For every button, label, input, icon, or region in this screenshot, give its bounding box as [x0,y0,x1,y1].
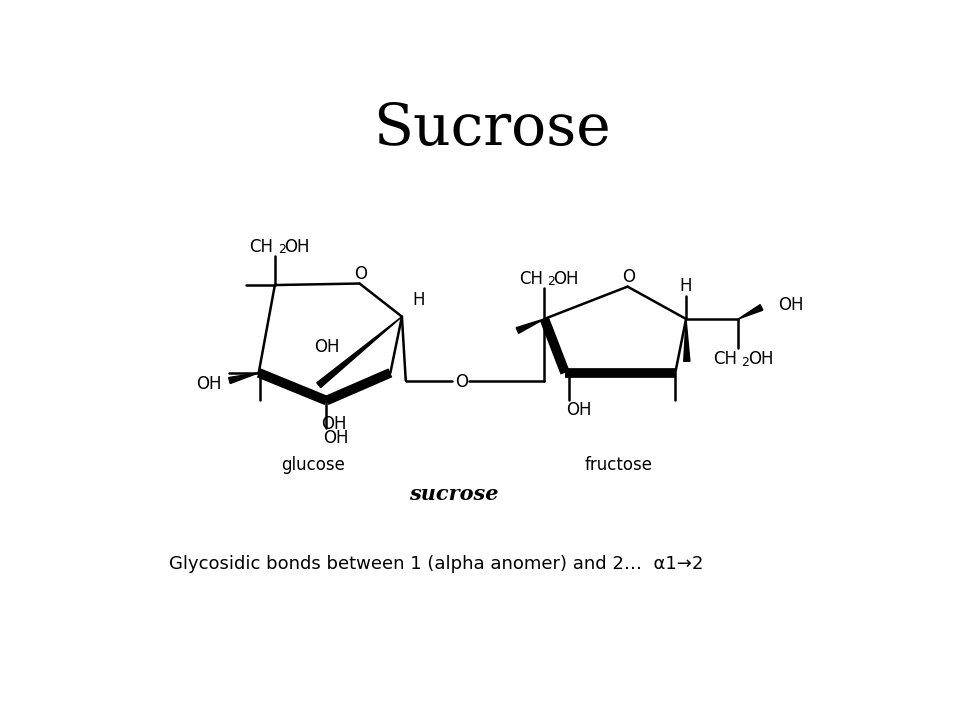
Text: O: O [455,373,468,391]
Text: O: O [622,268,636,286]
Text: OH: OH [284,238,309,256]
Text: CH: CH [518,270,542,288]
Polygon shape [516,319,544,333]
Text: OH: OH [779,296,804,314]
Text: fructose: fructose [585,456,653,474]
Text: H: H [680,276,692,294]
Text: Sucrose: Sucrose [373,101,611,157]
Text: OH: OH [196,375,222,393]
Polygon shape [684,319,690,361]
Text: 2: 2 [547,276,555,289]
Text: OH: OH [554,270,579,288]
Polygon shape [317,317,402,387]
Polygon shape [228,373,258,384]
Text: OH: OH [314,338,339,356]
Text: OH: OH [323,428,348,446]
Text: OH: OH [322,415,347,433]
Text: glucose: glucose [281,456,346,474]
Text: 2: 2 [741,356,750,369]
Text: H: H [413,291,425,309]
Text: O: O [354,264,368,282]
Text: CH: CH [713,350,737,368]
Text: OH: OH [566,401,591,419]
Text: OH: OH [748,350,773,368]
Text: Glycosidic bonds between 1 (alpha anomer) and 2…  α1→2: Glycosidic bonds between 1 (alpha anomer… [169,555,703,573]
Text: 2: 2 [278,243,286,256]
Polygon shape [738,305,763,319]
Text: CH: CH [250,238,274,256]
Text: sucrose: sucrose [409,485,498,505]
